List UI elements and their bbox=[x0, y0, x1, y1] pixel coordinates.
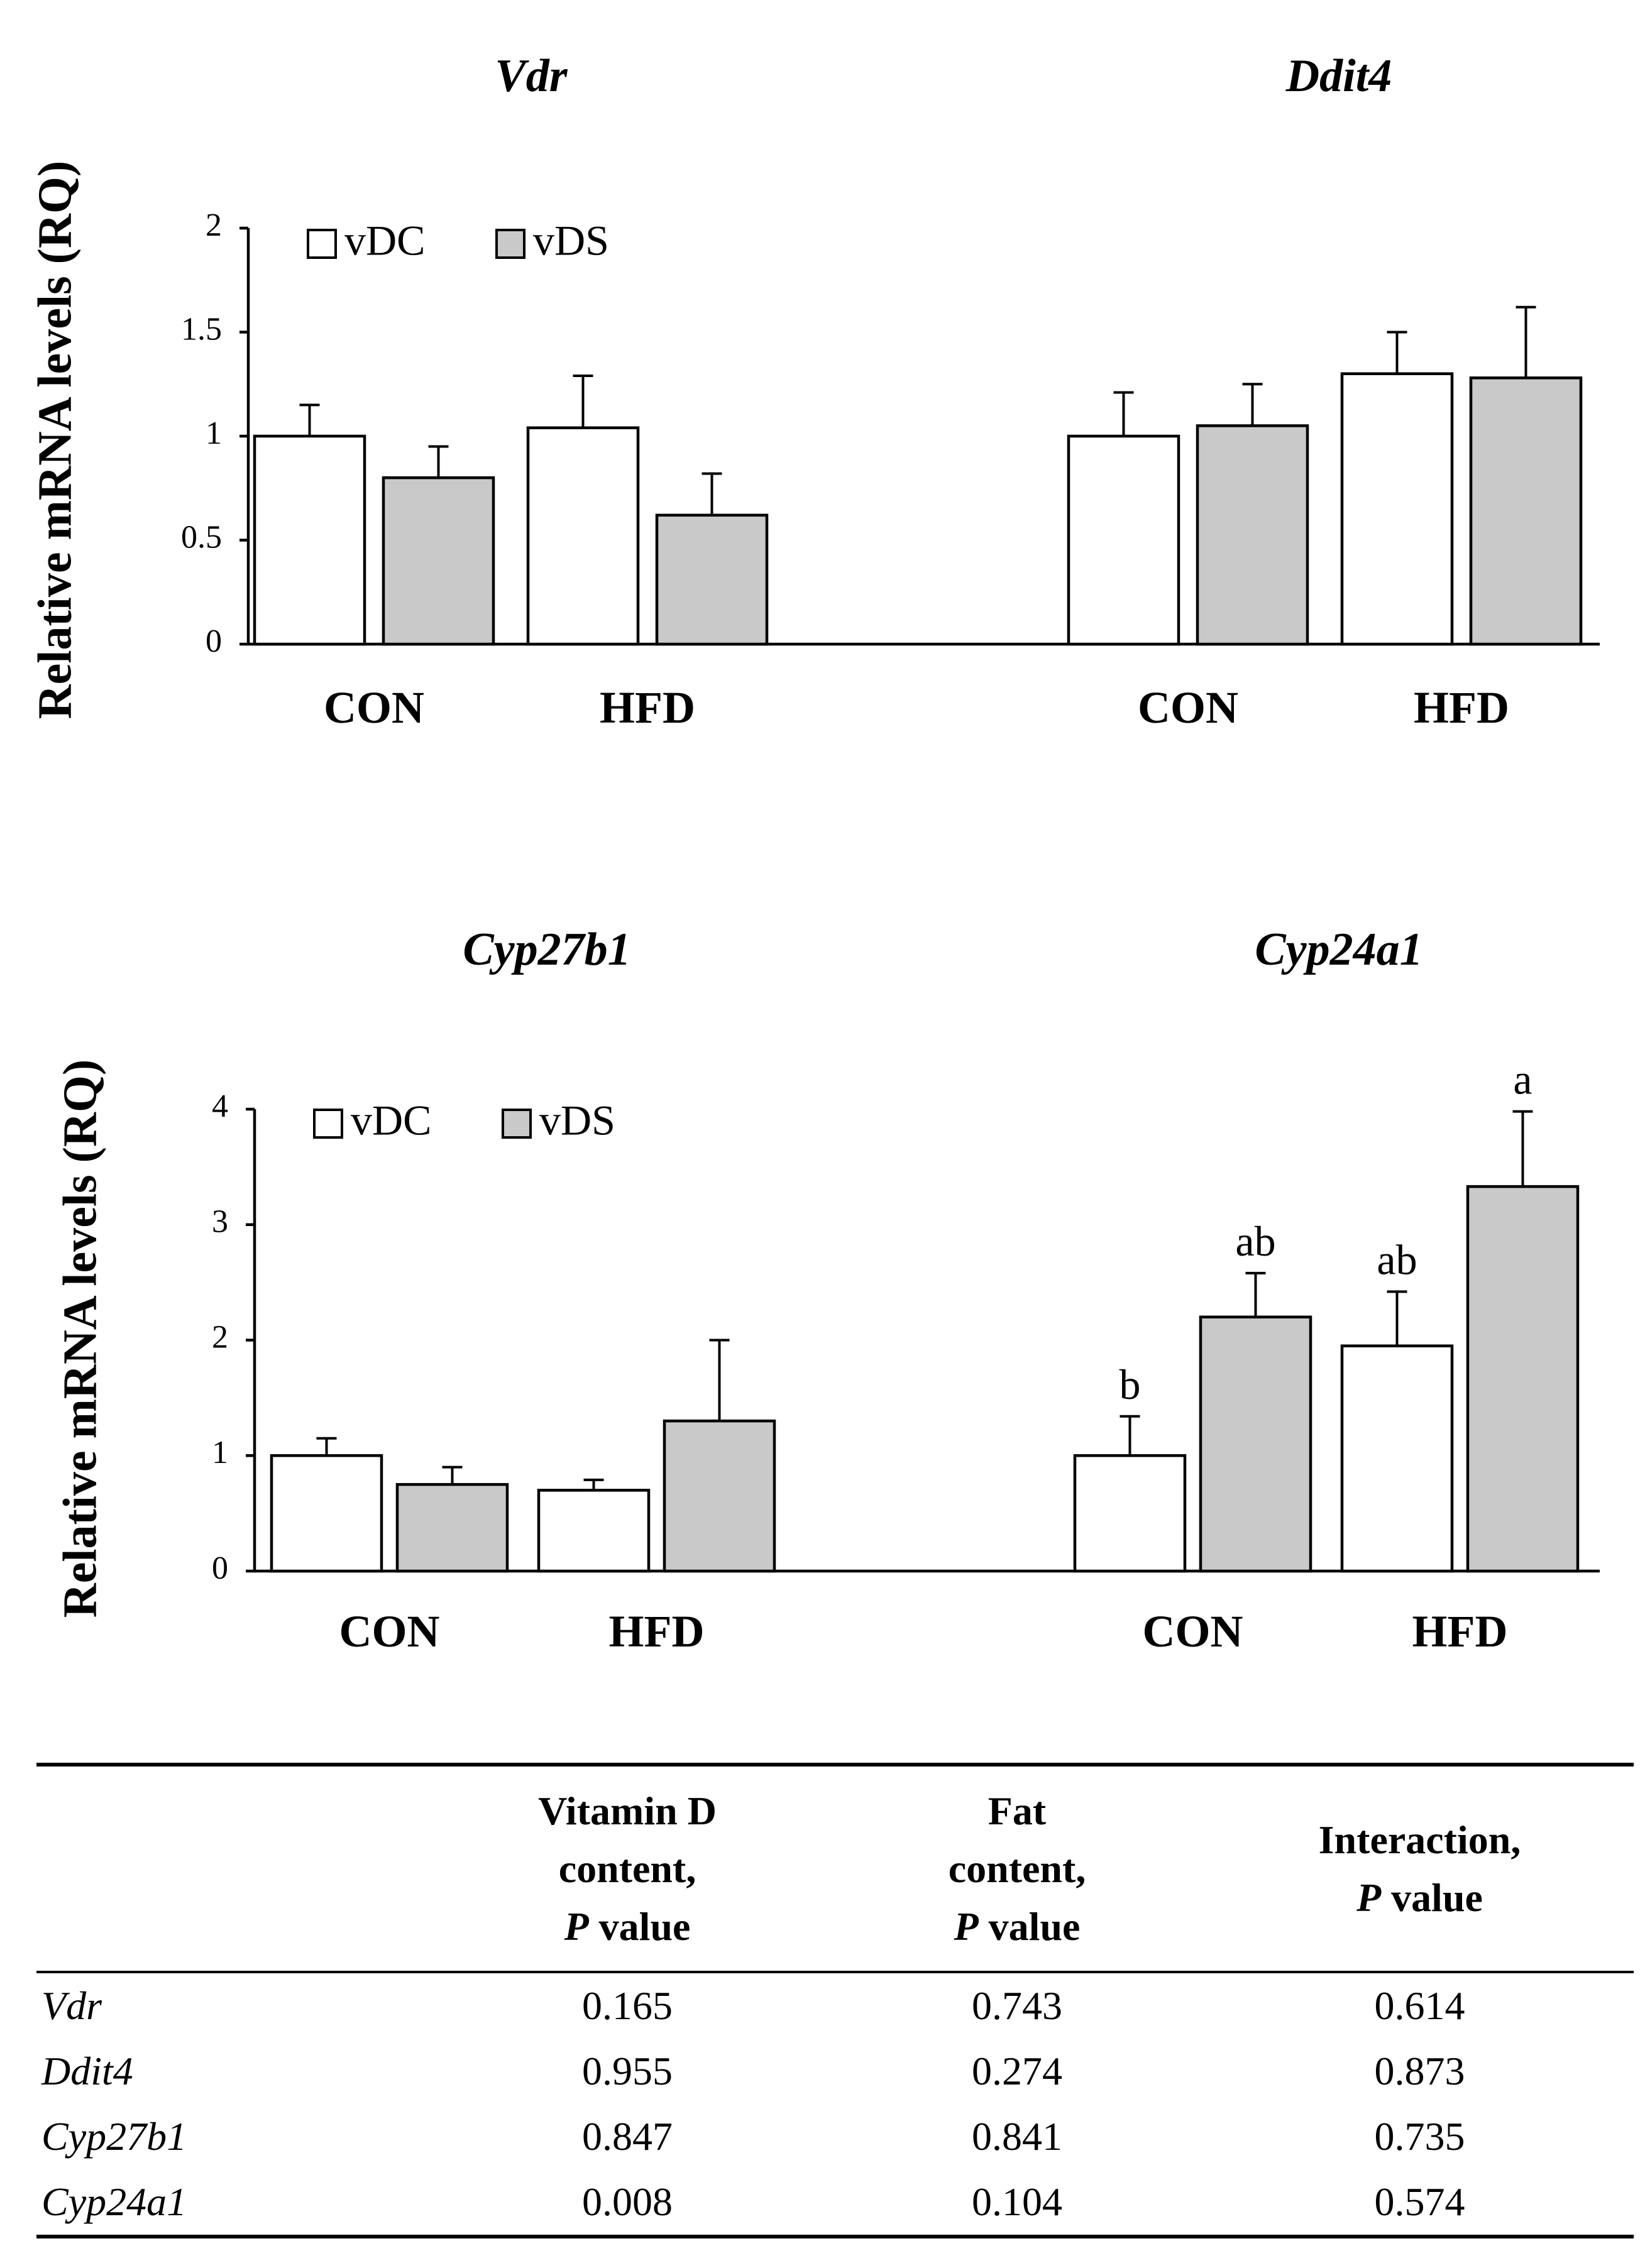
bar-vdc bbox=[537, 1489, 651, 1573]
subplot-title: Cyp24a1 bbox=[1255, 924, 1422, 975]
bar-vdc bbox=[1340, 372, 1454, 646]
bar-vds bbox=[1469, 376, 1583, 646]
y-tick-label: 1.5 bbox=[181, 311, 222, 347]
row-fat-p: 0.841 bbox=[972, 2114, 1062, 2159]
row-fat-p: 0.743 bbox=[972, 1983, 1062, 2028]
legend-swatch-vdc bbox=[313, 1109, 343, 1139]
header-vitamin-d: Vitamin D content, P value bbox=[538, 1788, 717, 1949]
legend-swatch-vdc bbox=[307, 229, 337, 259]
subplot-title: Ddit4 bbox=[1285, 50, 1392, 102]
bar-vds bbox=[395, 1482, 509, 1573]
y-tick-label: 1 bbox=[206, 415, 222, 451]
bar-vds bbox=[1196, 424, 1309, 646]
bar-vds bbox=[663, 1419, 776, 1573]
row-interaction-p: 0.614 bbox=[1374, 1983, 1465, 2028]
bar-vds bbox=[382, 476, 495, 646]
figure: Relative mRNA levels (RQ) 0 0.5 1 1.5 2 vDC vDS… bbox=[28, 50, 1600, 1657]
group-label: HFD bbox=[609, 1606, 705, 1657]
group-label: CON bbox=[324, 682, 424, 733]
subplot-title: Vdr bbox=[495, 50, 568, 102]
y-tick-label: 3 bbox=[212, 1204, 228, 1240]
bar-vdc bbox=[270, 1454, 383, 1573]
header-fat: Fat content, P value bbox=[948, 1788, 1086, 1949]
header-gene bbox=[36, 1765, 426, 1972]
group-label: HFD bbox=[1414, 682, 1509, 733]
row-vitamin-d-p: 0.847 bbox=[582, 2114, 673, 2159]
significance-label: ab bbox=[1235, 1217, 1275, 1265]
y-axis-label: Relative mRNA levels (RQ) bbox=[28, 161, 81, 720]
group-label: CON bbox=[1138, 682, 1238, 733]
significance-label: ab bbox=[1377, 1235, 1417, 1283]
group-label: HFD bbox=[600, 682, 695, 733]
legend-swatch-vds bbox=[495, 229, 525, 259]
p-value-table: Vitamin D content, P value Fat content, … bbox=[36, 1763, 1634, 2238]
y-tick-label: 0 bbox=[212, 1550, 228, 1586]
y-axis-label: Relative mRNA levels (RQ) bbox=[53, 1060, 106, 1618]
header-interaction: Interaction, P value bbox=[1318, 1817, 1521, 1920]
legend-label-vdc: vDC bbox=[344, 217, 425, 265]
table-row: Ddit4 0.955 0.274 0.873 bbox=[36, 2039, 1634, 2104]
row-gene: Cyp24a1 bbox=[41, 2179, 187, 2224]
y-tick-label: 1 bbox=[212, 1435, 228, 1471]
row-interaction-p: 0.873 bbox=[1374, 2049, 1465, 2093]
table-row: Vdr 0.165 0.743 0.614 bbox=[36, 1972, 1634, 2039]
bar-vdc bbox=[253, 434, 366, 646]
table-header-row: Vitamin D content, P value Fat content, … bbox=[36, 1765, 1634, 1972]
bar-vds bbox=[1199, 1315, 1312, 1573]
row-gene: Vdr bbox=[41, 1983, 102, 2028]
y-tick-label: 0 bbox=[206, 623, 222, 659]
significance-label: b bbox=[1120, 1361, 1141, 1408]
row-interaction-p: 0.574 bbox=[1374, 2179, 1465, 2224]
bar-vdc bbox=[1073, 1454, 1187, 1573]
row-gene: Cyp27b1 bbox=[41, 2114, 187, 2159]
group-label: CON bbox=[339, 1606, 440, 1657]
bar-vds bbox=[655, 513, 769, 646]
group-label: CON bbox=[1143, 1606, 1243, 1657]
row-fat-p: 0.104 bbox=[972, 2179, 1062, 2224]
row-fat-p: 0.274 bbox=[972, 2049, 1062, 2093]
legend-label-vdc: vDC bbox=[351, 1097, 431, 1144]
row-interaction-p: 0.735 bbox=[1374, 2114, 1465, 2159]
group-label: HFD bbox=[1412, 1606, 1508, 1657]
bar-vdc bbox=[1340, 1344, 1454, 1573]
row-vitamin-d-p: 0.008 bbox=[582, 2179, 673, 2224]
bar-vdc bbox=[526, 426, 640, 646]
table-row: Cyp27b1 0.847 0.841 0.735 bbox=[36, 2104, 1634, 2169]
y-tick-label: 2 bbox=[212, 1319, 228, 1355]
subplot-title: Cyp27b1 bbox=[463, 924, 630, 975]
legend-label-vds: vDS bbox=[533, 217, 609, 265]
row-gene: Ddit4 bbox=[41, 2049, 133, 2093]
row-vitamin-d-p: 0.955 bbox=[582, 2049, 673, 2093]
row-vitamin-d-p: 0.165 bbox=[582, 1983, 673, 2028]
bar-vds bbox=[1466, 1185, 1580, 1573]
table-row: Cyp24a1 0.008 0.104 0.574 bbox=[36, 2169, 1634, 2237]
y-tick-label: 2 bbox=[206, 207, 222, 243]
legend-swatch-vds bbox=[502, 1109, 532, 1139]
y-tick-label: 4 bbox=[212, 1088, 228, 1124]
legend-label-vds: vDS bbox=[539, 1097, 615, 1144]
significance-label: a bbox=[1513, 1056, 1532, 1104]
y-tick-label: 0.5 bbox=[181, 519, 222, 555]
bar-vdc bbox=[1067, 434, 1180, 646]
